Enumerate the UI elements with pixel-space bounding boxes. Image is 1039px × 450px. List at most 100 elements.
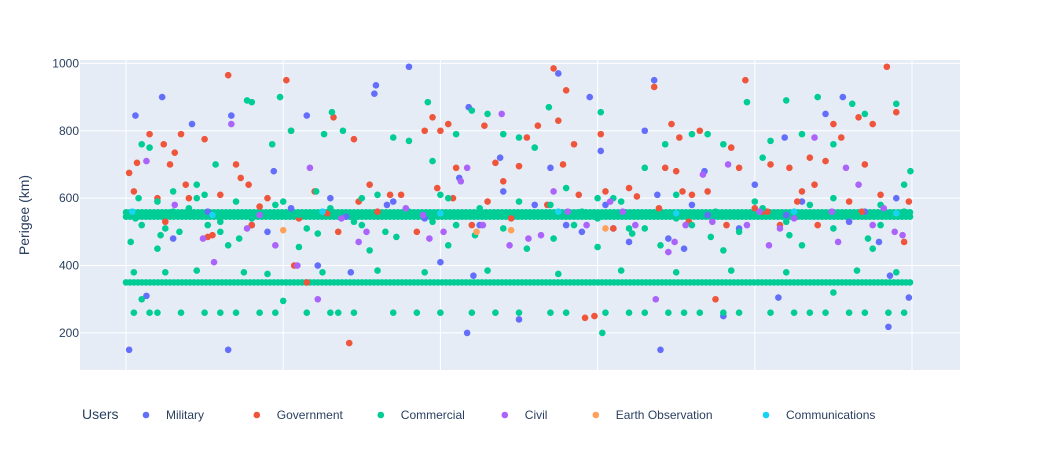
data-point-government[interactable] [650, 83, 658, 91]
data-point-government[interactable] [723, 221, 730, 229]
data-point-commercial[interactable] [374, 191, 381, 199]
data-point-commercial[interactable] [892, 100, 900, 108]
data-point-commercial[interactable] [279, 297, 287, 305]
data-point-commercial[interactable] [444, 194, 452, 202]
data-point-government[interactable] [515, 162, 523, 170]
data-point-commercial[interactable] [185, 204, 193, 212]
data-point-commercial[interactable] [555, 270, 562, 278]
data-point-government[interactable] [248, 221, 256, 229]
legend[interactable]: Military Government Commercial Civil Earth O… [142, 408, 876, 422]
data-point-commercial[interactable] [176, 228, 183, 236]
data-point-government[interactable] [610, 225, 617, 232]
data-point-commercial[interactable] [861, 309, 869, 317]
data-point-civil[interactable] [842, 164, 850, 172]
data-point-commercial[interactable] [334, 309, 342, 317]
data-point-commercial[interactable] [358, 221, 366, 229]
data-point-commercial[interactable] [515, 134, 523, 141]
data-point-commercial[interactable] [597, 108, 605, 116]
data-point-government[interactable] [679, 188, 686, 195]
data-point-commercial[interactable] [295, 211, 303, 219]
data-point-commercial[interactable] [594, 243, 601, 251]
data-point-commercial[interactable] [707, 233, 715, 241]
data-point-commercial[interactable] [628, 230, 636, 237]
data-point-commercial[interactable] [287, 127, 295, 135]
data-point-military[interactable] [892, 194, 900, 202]
data-point-commercial[interactable] [157, 231, 164, 239]
data-point-military[interactable] [371, 90, 378, 97]
data-point-commercial[interactable] [830, 140, 837, 148]
data-point-government[interactable] [449, 194, 457, 202]
data-point-commercial[interactable] [279, 198, 287, 205]
data-point-civil[interactable] [855, 181, 862, 188]
data-point-government[interactable] [676, 134, 683, 141]
data-point-military[interactable] [132, 112, 139, 119]
data-point-government[interactable] [374, 208, 381, 215]
data-point-commercial[interactable] [907, 167, 914, 175]
data-point-commercial[interactable] [162, 268, 169, 276]
data-point-commercial[interactable] [217, 218, 224, 226]
data-point-military[interactable] [657, 346, 664, 354]
data-point-commercial[interactable] [822, 309, 829, 317]
data-point-government[interactable] [672, 167, 680, 175]
data-point-civil[interactable] [880, 204, 888, 212]
data-point-commercial[interactable] [452, 221, 460, 229]
data-point-civil[interactable] [525, 235, 532, 242]
data-point-commercial[interactable] [232, 309, 240, 317]
data-point-commercial[interactable] [864, 235, 872, 242]
data-point-commercial[interactable] [562, 309, 570, 317]
data-point-government[interactable] [742, 76, 749, 84]
data-point-government[interactable] [858, 208, 865, 215]
data-point-civil[interactable] [426, 235, 433, 242]
data-point-military[interactable] [188, 120, 196, 128]
legend-item[interactable]: Communications [762, 408, 876, 422]
data-point-military[interactable] [680, 245, 688, 252]
data-point-government[interactable] [133, 159, 141, 167]
data-point-commercial[interactable] [515, 198, 523, 205]
legend-item[interactable]: Civil [501, 408, 548, 422]
data-point-commercial[interactable] [688, 221, 696, 229]
data-point-commercial[interactable] [641, 309, 649, 317]
data-point-government[interactable] [751, 204, 759, 212]
data-point-military[interactable] [654, 191, 661, 199]
data-point-commercial[interactable] [312, 188, 320, 195]
data-point-military[interactable] [602, 201, 609, 209]
data-point-commercial[interactable] [146, 144, 153, 151]
data-point-civil[interactable] [811, 134, 818, 141]
data-point-government[interactable] [283, 76, 290, 84]
data-point-commercial[interactable] [339, 127, 347, 135]
data-point-commercial[interactable] [848, 100, 856, 108]
data-point-civil[interactable] [457, 178, 465, 185]
data-point-government[interactable] [130, 188, 138, 195]
data-point-commercial[interactable] [154, 309, 161, 317]
data-point-government[interactable] [892, 108, 900, 116]
data-point-military[interactable] [389, 198, 397, 205]
data-point-civil[interactable] [790, 215, 798, 222]
data-point-commercial[interactable] [798, 242, 806, 249]
data-points[interactable] [125, 63, 914, 354]
data-point-government[interactable] [264, 194, 271, 202]
data-point-commercial[interactable] [382, 228, 389, 236]
data-point-commercial[interactable] [672, 215, 680, 222]
data-point-commercial[interactable] [578, 208, 586, 215]
data-point-military[interactable] [586, 93, 594, 101]
data-point-commercial[interactable] [712, 208, 719, 215]
data-point-commercial[interactable] [303, 225, 311, 232]
data-point-government[interactable] [523, 134, 531, 141]
data-point-commercial[interactable] [877, 221, 884, 229]
data-point-commercial[interactable] [193, 181, 201, 188]
data-point-civil[interactable] [143, 157, 150, 165]
data-point-military[interactable] [303, 112, 311, 119]
data-point-government[interactable] [883, 63, 891, 71]
data-point-commercial[interactable] [680, 309, 688, 317]
data-point-military[interactable] [625, 238, 633, 246]
data-point-government[interactable] [217, 191, 224, 199]
data-point-commercial[interactable] [303, 309, 311, 317]
data-point-government[interactable] [727, 144, 735, 151]
data-point-commercial[interactable] [169, 208, 177, 215]
data-point-government[interactable] [581, 314, 589, 322]
data-point-earth-observation[interactable] [602, 225, 609, 232]
data-point-military[interactable] [845, 218, 853, 226]
data-point-commercial[interactable] [625, 309, 633, 317]
data-point-civil[interactable] [652, 295, 660, 303]
data-point-communications[interactable] [128, 208, 136, 215]
